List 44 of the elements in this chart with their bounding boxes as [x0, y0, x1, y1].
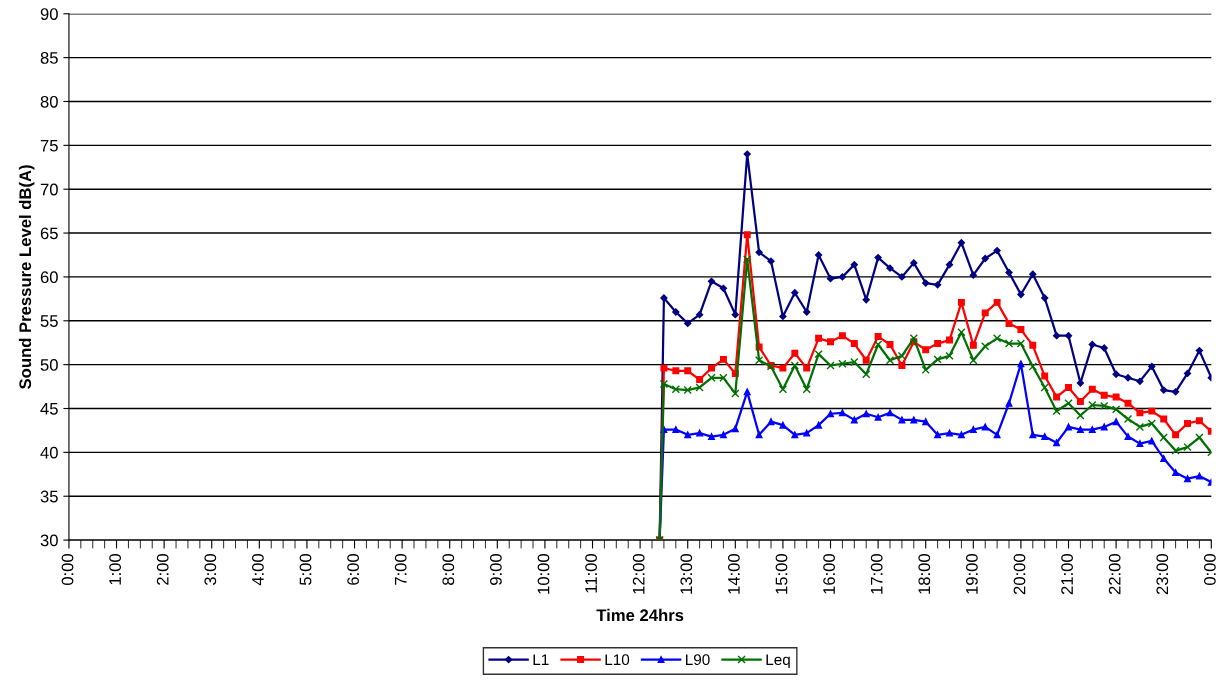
- x-tick-label: 9:00: [490, 553, 502, 585]
- x-tick-label: 21:00: [1061, 553, 1073, 595]
- x-tick-label: 0:00: [1203, 553, 1216, 586]
- x-tick-label: 17:00: [870, 553, 883, 594]
- legend-label: Leq: [766, 654, 790, 669]
- y-tick-label: 75: [40, 139, 58, 152]
- x-tick-label: 22:00: [1108, 553, 1121, 595]
- y-tick-label: 60: [40, 271, 58, 284]
- x-tick-label: 1:00: [109, 553, 122, 585]
- y-tick-label: 80: [40, 95, 58, 108]
- x-tick-label: 20:00: [1013, 553, 1026, 595]
- x-tick-label: 14:00: [727, 553, 740, 594]
- x-tick-label: 16:00: [823, 553, 835, 594]
- x-tick-label: 7:00: [394, 553, 407, 585]
- y-tick-label: 70: [40, 183, 58, 196]
- x-tick-label: 11:00: [585, 553, 597, 593]
- x-tick-label: 3:00: [204, 553, 217, 586]
- y-tick-label: 40: [40, 446, 58, 459]
- y-tick-label: 65: [40, 227, 58, 240]
- y-tick-label: 85: [40, 52, 58, 64]
- y-tick-label: 55: [40, 315, 58, 327]
- x-tick-label: 8:00: [442, 553, 455, 585]
- y-tick-label: 50: [40, 359, 58, 371]
- x-tick-label: 6:00: [347, 553, 359, 585]
- x-tick-label: 2:00: [156, 553, 169, 585]
- x-tick-label: 4:00: [252, 553, 264, 586]
- y-tick-label: 35: [40, 490, 58, 503]
- legend-label: L10: [605, 654, 630, 666]
- x-tick-label: 12:00: [632, 553, 645, 594]
- x-tick-label: 5:00: [299, 553, 312, 586]
- y-tick-label: 45: [40, 403, 58, 415]
- legend-label: L1: [533, 654, 549, 665]
- x-tick-label: 19:00: [965, 553, 978, 594]
- y-tick-label: 30: [40, 534, 58, 547]
- legend-label: L90: [686, 654, 710, 666]
- x-tick-label: 18:00: [918, 553, 931, 594]
- x-tick-label: 10:00: [537, 553, 550, 594]
- x-tick-label: 23:00: [1156, 553, 1169, 595]
- y-tick-label: 90: [40, 8, 58, 20]
- y-axis-title: Sound Pressure Level dB(A): [18, 165, 35, 389]
- x-tick-label: 13:00: [680, 553, 693, 594]
- x-tick-label: 0:00: [61, 553, 74, 586]
- x-axis-title: Time 24hrs: [596, 608, 684, 622]
- x-tick-label: 15:00: [775, 553, 788, 594]
